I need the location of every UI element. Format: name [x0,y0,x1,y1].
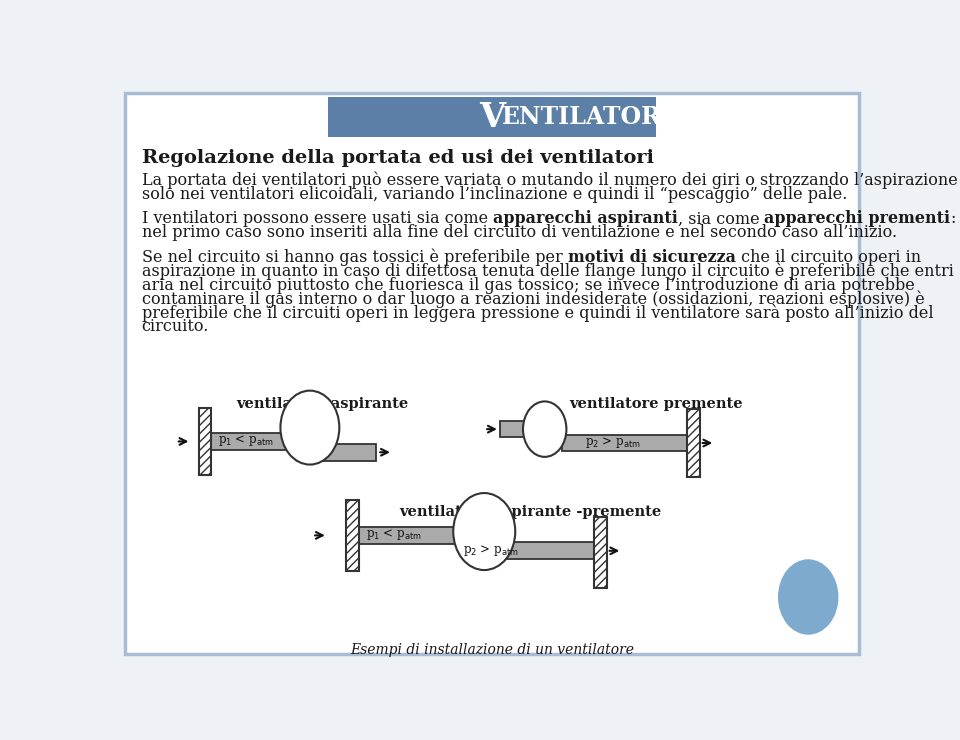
Text: apparecchi aspiranti: apparecchi aspiranti [492,210,678,227]
Bar [594,517,607,588]
Text: p$_2$ > p$_{\rm atm}$: p$_2$ > p$_{\rm atm}$ [463,542,518,557]
Ellipse shape [778,559,838,635]
Text: ventilatore aspirante -premente: ventilatore aspirante -premente [399,505,661,519]
Text: Se nel circuito si hanno gas tossici è preferibile per: Se nel circuito si hanno gas tossici è p… [142,249,567,266]
Text: apparecchi prementi: apparecchi prementi [764,210,950,227]
Text: ventilatore premente: ventilatore premente [569,397,743,411]
Text: circuito.: circuito. [142,318,209,335]
Bar [347,500,359,571]
Bar [199,408,211,475]
Text: contaminare il gas interno o dar luogo a reazioni indesiderate (ossidazioni, rea: contaminare il gas interno o dar luogo a… [142,291,924,308]
Text: :: : [950,210,956,227]
Ellipse shape [280,391,339,465]
Text: p$_1$ < p$_{\rm atm}$: p$_1$ < p$_{\rm atm}$ [218,433,274,448]
Text: Regolazione della portata ed usi dei ventilatori: Regolazione della portata ed usi dei ven… [142,149,654,166]
Bar [297,444,375,461]
Bar [478,542,594,559]
Text: , sia come: , sia come [678,210,764,227]
Text: Esempi di installazione di un ventilatore: Esempi di installazione di un ventilator… [350,643,634,657]
Text: ENTILATORI: ENTILATORI [502,105,673,130]
Bar [211,433,289,450]
Text: solo nei ventilatori elicoidali, variando l’inclinazione e quindi il “pescaggio”: solo nei ventilatori elicoidali, variand… [142,186,847,203]
Bar [327,96,657,137]
Bar [562,434,687,451]
Ellipse shape [523,401,566,457]
Text: nel primo caso sono inseriti alla fine del circuito di ventilazione e nel second: nel primo caso sono inseriti alla fine d… [142,224,897,241]
Text: preferibile che il circuiti operi in leggera pressione e quindi il ventilatore s: preferibile che il circuiti operi in leg… [142,304,933,323]
Text: La portata dei ventilatori può essere variata o mutando il numero dei giri o str: La portata dei ventilatori può essere va… [142,172,960,189]
Text: p$_1$ < p$_{\rm atm}$: p$_1$ < p$_{\rm atm}$ [367,527,422,542]
Text: che il circuito operi in: che il circuito operi in [735,249,921,266]
Bar [500,422,524,437]
Bar [359,527,463,544]
Text: V: V [479,101,505,134]
Text: aspirazione in quanto in caso di difettosa tenuta delle flange lungo il circuito: aspirazione in quanto in caso di difetto… [142,263,953,280]
Text: motivi di sicurezza: motivi di sicurezza [567,249,735,266]
Text: I ventilatori possono essere usati sia come: I ventilatori possono essere usati sia c… [142,210,492,227]
Text: aria nel circuito piuttosto che fuoriesca il gas tossico; se invece l’introduzio: aria nel circuito piuttosto che fuoriesc… [142,277,915,294]
Text: p$_2$ > p$_{\rm atm}$: p$_2$ > p$_{\rm atm}$ [585,434,640,450]
Bar [687,409,700,477]
Ellipse shape [453,493,516,570]
Text: ventilatore aspirante: ventilatore aspirante [236,397,409,411]
